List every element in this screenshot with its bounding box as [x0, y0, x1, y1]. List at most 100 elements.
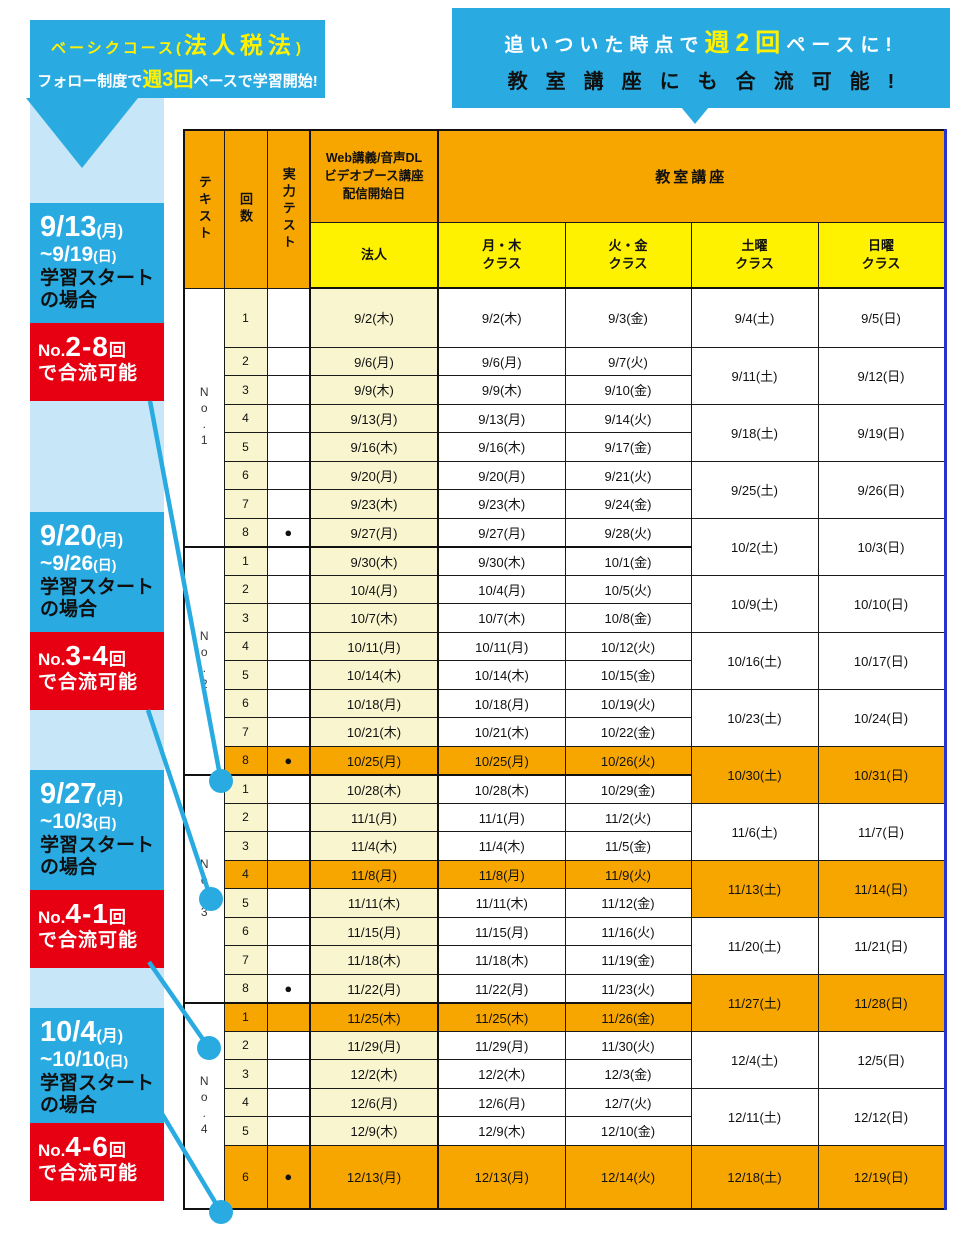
- mon-thu-class-cell: 11/25(木): [437, 1001, 566, 1032]
- tue-fri-class-cell: 9/24(金): [564, 489, 692, 519]
- ability-test-cell: [266, 287, 311, 348]
- table-row: 7 11/18(木) 11/18(木) 11/19(金): [184, 945, 945, 975]
- ability-test-cell: [266, 1116, 311, 1146]
- sat-class-cell: 12/18(土): [690, 1144, 819, 1210]
- ability-test-cell: ●: [266, 517, 311, 547]
- sun-class-cell: 10/10(日): [817, 574, 946, 633]
- section-label: No.2: [183, 545, 225, 775]
- join-info-block-3: No.4-1回 で合流可能: [30, 890, 164, 968]
- table-row: 6 10/18(月) 10/18(月) 10/19(火) 10/23(土) 10/24(日…: [184, 688, 946, 747]
- section-label: No.1: [183, 287, 225, 547]
- web-release-date-cell: 10/11(月): [309, 631, 439, 661]
- sun-class-cell: 9/26(日): [817, 460, 946, 519]
- ability-test-cell: [266, 1001, 311, 1032]
- table-row: 5 11/11(木) 11/11(木) 11/12(金): [184, 888, 945, 918]
- section-label: No.3: [183, 773, 225, 1003]
- tue-fri-class-cell: 9/10(金): [564, 375, 692, 405]
- lesson-number-cell: 3: [223, 375, 268, 405]
- lesson-number-cell: 8: [223, 973, 268, 1003]
- tue-fri-class-cell: 11/16(火): [564, 916, 692, 946]
- tue-fri-class-cell: 10/22(金): [564, 717, 692, 747]
- mon-thu-class-cell: 11/8(月): [437, 859, 566, 889]
- tue-fri-class-cell: 10/1(金): [564, 545, 692, 576]
- tue-fri-class-cell: 9/28(火): [564, 517, 692, 547]
- lesson-number-cell: 8: [223, 517, 268, 547]
- sun-class-cell: 10/17(日): [817, 631, 946, 690]
- web-release-date-cell: 10/18(月): [309, 688, 439, 718]
- join-info-block-4: No.4-6回 で合流可能: [30, 1123, 164, 1201]
- sun-class-cell: 12/12(日): [817, 1087, 946, 1146]
- mon-thu-class-cell: 12/6(月): [437, 1087, 566, 1117]
- lesson-number-cell: 4: [223, 1087, 268, 1117]
- table-row: 5 9/16(木) 9/16(木) 9/17(金): [184, 432, 945, 462]
- mon-thu-class-cell: 11/22(月): [437, 973, 566, 1003]
- ability-test-cell: [266, 375, 311, 405]
- table-row: 7 9/23(木) 9/23(木) 9/24(金): [184, 489, 945, 519]
- mon-thu-class-cell: 12/2(木): [437, 1059, 566, 1089]
- lesson-number-cell: 1: [223, 1001, 268, 1032]
- ability-test-cell: [266, 574, 311, 604]
- ability-test-cell: [266, 545, 311, 576]
- mon-thu-class-cell: 11/18(木): [437, 945, 566, 975]
- table-row: 6 9/20(月) 9/20(月) 9/21(火) 9/25(土) 9/26(日): [184, 460, 946, 519]
- section-label-text: No.4: [197, 1073, 212, 1138]
- tue-fri-class-cell: 12/14(火): [564, 1144, 692, 1210]
- banner-right-line1: 追いついた時点で週2回ペースに!: [504, 28, 898, 57]
- web-release-date-cell: 12/13(月): [309, 1144, 439, 1210]
- join-info-block-1: No.2-8回 で合流可能: [30, 323, 164, 401]
- lesson-number-cell: 5: [223, 888, 268, 918]
- ability-test-cell: [266, 945, 311, 975]
- web-release-date-cell: 11/8(月): [309, 859, 439, 889]
- start-week-block-3: 9/27(月) ~10/3(日) 学習スタート の場合: [30, 770, 164, 890]
- tue-fri-class-cell: 10/15(金): [564, 660, 692, 690]
- tue-fri-class-cell: 10/12(火): [564, 631, 692, 661]
- ability-test-cell: [266, 1030, 311, 1060]
- ability-test-cell: ●: [266, 1144, 311, 1210]
- lesson-number-cell: 7: [223, 945, 268, 975]
- tue-fri-class-cell: 12/7(火): [564, 1087, 692, 1117]
- table-row: No.1 1 9/2(木) 9/2(木) 9/3(金) 9/4(土) 9/5(日): [183, 287, 946, 547]
- mon-thu-class-cell: 10/21(木): [437, 717, 566, 747]
- start-week-block-1: 9/13(月) ~9/19(日) 学習スタート の場合: [30, 203, 164, 323]
- table-row: 7 10/21(木) 10/21(木) 10/22(金): [184, 717, 945, 747]
- web-release-date-cell: 9/30(木): [309, 545, 439, 576]
- ability-test-cell: [266, 773, 311, 804]
- sat-class-cell: 11/20(土): [690, 916, 819, 975]
- mon-thu-class-cell: 9/13(月): [437, 403, 566, 433]
- lesson-number-cell: 2: [223, 1030, 268, 1060]
- table-row: 3 12/2(木) 12/2(木) 12/3(金): [184, 1059, 945, 1089]
- sat-class-cell: 10/30(土): [690, 745, 819, 804]
- table-row: 3 11/4(木) 11/4(木) 11/5(金): [184, 831, 945, 861]
- tue-fri-class-cell: 11/2(火): [564, 802, 692, 832]
- ability-test-cell: ●: [266, 973, 311, 1003]
- lesson-number-cell: 7: [223, 717, 268, 747]
- tue-fri-class-cell: 9/21(火): [564, 460, 692, 490]
- tue-fri-class-cell: 12/3(金): [564, 1059, 692, 1089]
- mon-thu-class-cell: 9/27(月): [437, 517, 566, 547]
- lesson-number-cell: 4: [223, 859, 268, 889]
- lesson-number-cell: 7: [223, 489, 268, 519]
- table-row: 8 ● 10/25(月) 10/25(月) 10/26(火) 10/30(土) 10/31(…: [184, 745, 946, 804]
- table-row: 2 10/4(月) 10/4(月) 10/5(火) 10/9(土) 10/10(日): [184, 574, 946, 633]
- ability-test-cell: [266, 489, 311, 519]
- lesson-number-cell: 4: [223, 631, 268, 661]
- ability-test-cell: [266, 916, 311, 946]
- mon-thu-class-cell: 10/14(木): [437, 660, 566, 690]
- sat-class-cell: 10/23(土): [690, 688, 819, 747]
- mon-thu-class-cell: 12/13(月): [437, 1144, 566, 1210]
- web-release-date-cell: 12/2(木): [309, 1059, 439, 1089]
- web-release-date-cell: 11/1(月): [309, 802, 439, 832]
- sun-class-cell: 11/28(日): [817, 973, 946, 1032]
- col-header-classroom: 教室講座: [437, 129, 946, 223]
- lesson-number-cell: 1: [223, 287, 268, 348]
- ability-test-cell: [266, 717, 311, 747]
- ability-test-cell: [266, 603, 311, 633]
- table-row: 3 9/9(木) 9/9(木) 9/10(金): [184, 375, 945, 405]
- col-header-kaisu: 回数: [223, 129, 268, 289]
- sat-class-cell: 10/2(土): [690, 517, 819, 576]
- tue-fri-class-cell: 10/8(金): [564, 603, 692, 633]
- web-release-date-cell: 9/6(月): [309, 346, 439, 376]
- table-row: 5 10/14(木) 10/14(木) 10/15(金): [184, 660, 945, 690]
- mon-thu-class-cell: 9/6(月): [437, 346, 566, 376]
- tue-fri-class-cell: 10/19(火): [564, 688, 692, 718]
